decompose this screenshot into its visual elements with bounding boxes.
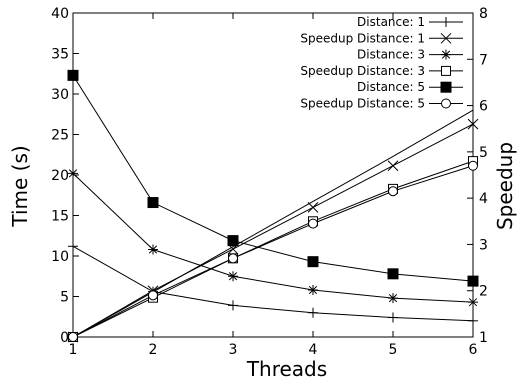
data-point-series-6 <box>228 253 238 264</box>
y2-tick-label: 1 <box>479 330 488 346</box>
series-line-6 <box>72 165 474 338</box>
y2-tick-label: 8 <box>479 6 488 22</box>
data-point-series-2 <box>307 202 319 213</box>
x-tick-label: 4 <box>309 342 318 358</box>
y2-tick-label: 4 <box>479 191 488 207</box>
data-point-series-5 <box>147 197 159 209</box>
legend: Distance: 1 Speedup Distance: 1 Distance: … <box>300 15 463 111</box>
series-line-3 <box>72 173 474 303</box>
y2-tick-label: 6 <box>479 99 488 115</box>
data-point-series-5 <box>387 268 399 280</box>
series-markers <box>67 69 479 343</box>
legend-label: Speedup Distance: 5 <box>300 97 425 111</box>
data-point-series-6 <box>308 218 318 229</box>
legend-marker <box>441 98 451 109</box>
data-point-series-5 <box>467 275 479 287</box>
x-tick-label: 1 <box>69 342 78 358</box>
data-point-series-3 <box>308 285 318 296</box>
data-point-series-5 <box>67 69 79 81</box>
y-tick-label: 5 <box>60 290 69 306</box>
x-tick-label: 5 <box>389 342 398 358</box>
y2-tick-label: 7 <box>479 52 488 68</box>
y-tick-label: 30 <box>51 87 69 103</box>
legend-label: Distance: 1 <box>357 15 425 29</box>
legend-marker <box>441 17 451 27</box>
legend-label: Distance: 5 <box>357 80 425 94</box>
y-tick-label: 40 <box>51 6 69 22</box>
series-line-5 <box>72 75 474 282</box>
data-point-series-2 <box>467 118 479 130</box>
y-tick-label: 20 <box>51 168 69 184</box>
y-axis-label: Time (s) <box>8 145 32 227</box>
data-point-series-1 <box>228 300 238 311</box>
data-point-series-3 <box>468 297 478 308</box>
legend-marker <box>441 49 451 60</box>
series-line-4 <box>72 160 474 338</box>
data-point-series-5 <box>307 256 319 268</box>
data-point-series-5 <box>227 235 239 247</box>
x-axis-label: Threads <box>246 357 327 381</box>
y2-tick-label: 2 <box>479 284 488 300</box>
x-tick-label: 2 <box>149 342 158 358</box>
legend-label: Distance: 3 <box>357 48 425 62</box>
y-tick-label: 10 <box>51 249 69 265</box>
extra-series-line <box>72 109 474 338</box>
data-point-series-3 <box>228 271 238 282</box>
data-point-series-1 <box>468 315 478 326</box>
series-line-1 <box>72 245 474 322</box>
data-point-series-6 <box>148 290 158 301</box>
data-point-series-1 <box>308 307 318 318</box>
data-point-series-6 <box>388 186 398 197</box>
data-point-series-3 <box>68 168 78 179</box>
data-point-series-6 <box>468 160 478 171</box>
y-tick-label: 0 <box>60 330 69 346</box>
data-point-series-1 <box>68 241 78 252</box>
data-point-series-1 <box>388 312 398 323</box>
y2-tick-label: 5 <box>479 145 488 161</box>
x-tick-label: 3 <box>229 342 238 358</box>
y-tick-label: 15 <box>51 209 69 225</box>
y2-tick-label: 3 <box>479 237 488 253</box>
y-tick-label: 35 <box>51 47 69 63</box>
y2-axis-label: Speedup <box>493 142 517 230</box>
data-point-series-3 <box>148 244 158 255</box>
series-lines <box>72 75 474 338</box>
legend-label: Speedup Distance: 3 <box>300 64 425 78</box>
legend-marker <box>440 32 452 44</box>
plot-axes: 1 2 3 4 5 6 0 5 10 15 20 25 30 35 40 1 2 3 4 5 6 7 8 <box>51 6 488 358</box>
series-line-2 <box>72 123 474 338</box>
data-point-series-6 <box>68 332 78 342</box>
y-tick-label: 25 <box>51 128 69 144</box>
x-tick-label: 6 <box>469 342 478 358</box>
legend-marker <box>441 65 451 76</box>
legend-marker <box>440 81 452 93</box>
legend-label: Speedup Distance: 1 <box>300 31 425 45</box>
data-point-series-3 <box>388 293 398 304</box>
data-point-series-2 <box>387 160 399 172</box>
